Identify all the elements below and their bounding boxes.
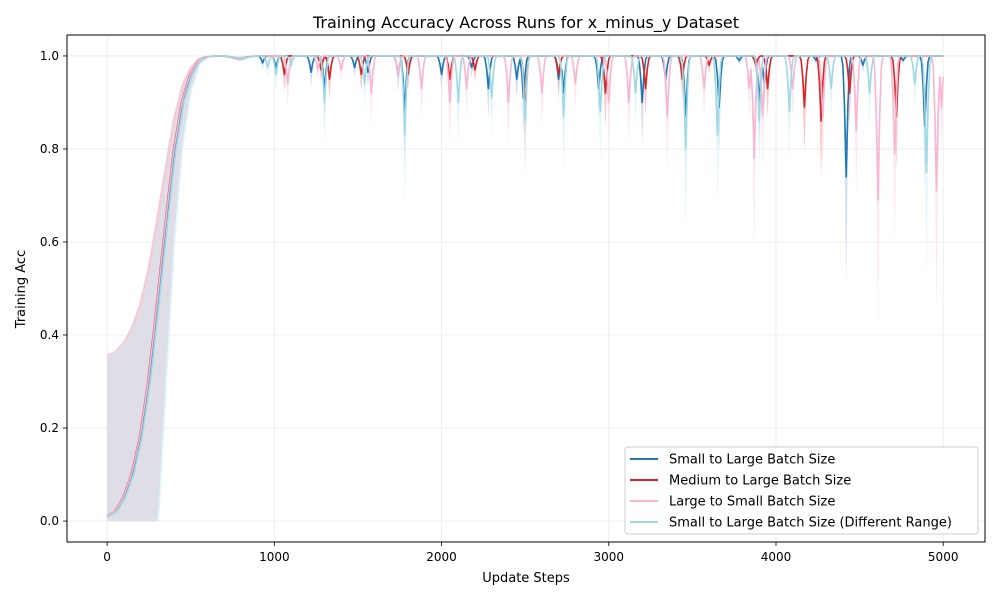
x-tick-label: 0 — [103, 550, 111, 564]
y-axis-label: Training Acc — [14, 250, 29, 329]
y-tick-label: 0.2 — [40, 421, 59, 435]
series-lines — [106, 55, 944, 518]
legend-label: Large to Small Batch Size — [669, 495, 835, 510]
y-tick-label: 1.0 — [40, 49, 59, 63]
x-axis-ticks: 0 1000 2000 3000 4000 5000 — [103, 542, 958, 564]
legend-label: Small to Large Batch Size — [669, 453, 835, 468]
series-bands — [107, 55, 944, 522]
x-tick-label: 3000 — [593, 550, 624, 564]
y-tick-label: 0.4 — [40, 328, 59, 342]
plot-frame — [66, 34, 986, 543]
series-band-4 — [107, 55, 944, 522]
x-axis-label: Update Steps — [482, 571, 570, 586]
y-tick-label: 0.6 — [40, 235, 59, 249]
legend-label: Medium to Large Batch Size — [669, 474, 851, 489]
chart-title: Training Accuracy Across Runs for x_minu… — [312, 13, 739, 33]
legend-label: Small to Large Batch Size (Different Ran… — [669, 516, 952, 531]
y-tick-label: 0.8 — [40, 142, 59, 156]
y-axis-ticks: 0.0 0.2 0.4 0.6 0.8 1.0 — [40, 49, 67, 528]
x-tick-label: 2000 — [426, 550, 457, 564]
legend: Small to Large Batch Size Medium to Large… — [624, 446, 979, 535]
x-tick-label: 1000 — [259, 550, 290, 564]
series-line-4 — [107, 55, 944, 518]
y-tick-label: 0.0 — [40, 514, 59, 528]
x-tick-label: 5000 — [928, 550, 959, 564]
legend-box — [624, 446, 979, 535]
x-tick-label: 4000 — [761, 550, 792, 564]
